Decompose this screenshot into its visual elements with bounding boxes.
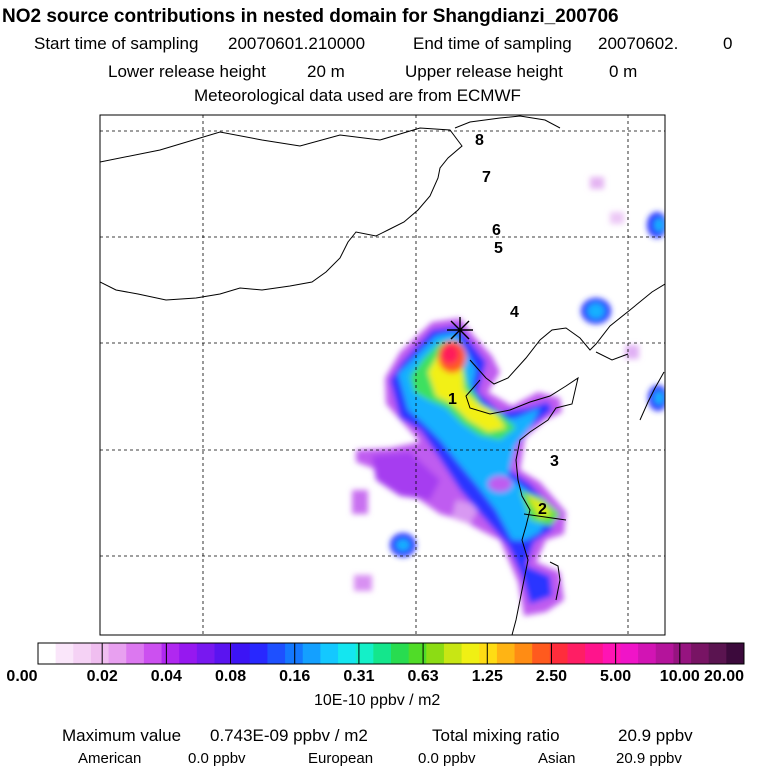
colorbar-cell [373,643,392,664]
end-time-suffix: 0 [723,34,733,53]
colorbar-cell [90,643,110,664]
lower-release-value: 20 m [307,62,345,81]
colorbar-cell [126,643,145,664]
colorbar-cell [691,643,710,664]
map-frame [99,114,666,636]
site-label-3: 3 [550,453,559,470]
upper-release-value: 0 m [609,62,638,81]
colorbar-tick-label: 0.63 [407,668,439,685]
colorbar-cell [196,643,215,664]
american-value: 0.0 ppbv [188,750,246,767]
colorbar-cell [585,643,604,664]
colorbar-tick-label: 0.02 [86,668,118,685]
colorbar-tick-label: 0.00 [6,668,38,685]
colorbar-cell [55,643,74,664]
colorbar-cell [479,643,498,664]
lat-lon-grid [100,115,665,635]
asian-label: Asian [538,750,576,767]
colorbar-cell [161,643,180,664]
site-label-6: 6 [492,222,501,239]
site-label-2: 2 [538,501,547,518]
colorbar-tick-label: 5.00 [600,668,632,685]
lower-release-label: Lower release height [108,62,266,81]
colorbar-units: 10E-10 ppbv / m2 [314,692,441,709]
colorbar-cell [391,643,410,664]
site-label-5: 5 [494,240,503,257]
colorbar-cell [514,643,533,664]
end-time-value: 20070602. [598,34,679,53]
colorbar-cell [655,643,674,664]
site-label-4: 4 [510,304,519,321]
colorbar-cell [549,643,568,664]
colorbar-tick-label: 10.00 [659,668,700,685]
colorbar-tick-label: 2.50 [535,668,568,685]
site-marker-icon [447,317,473,343]
colorbar-cell [355,643,374,664]
colorbar-cell [620,643,639,664]
colorbar-tick-label: 20.00 [703,668,745,685]
colorbar-tick-label: 0.16 [279,668,311,685]
site-label-8: 8 [475,132,484,149]
colorbar-cell [285,643,304,664]
start-time-label: Start time of sampling [34,34,199,53]
site-label-7: 7 [482,169,491,186]
colorbar-cell [73,643,92,664]
colorbar-tick-label: 0.04 [150,668,182,685]
colorbar-cell [320,643,339,664]
colorbar-cell [726,643,745,664]
max-value-label: Maximum value [62,726,182,745]
total-mixing-label: Total mixing ratio [432,726,560,745]
upper-release-label: Upper release height [405,62,563,81]
colorbar-tick-label: 0.08 [214,668,247,685]
asian-value: 20.9 ppbv [616,750,682,767]
chart-title: NO2 source contributions in nested domai… [2,6,619,27]
european-label: European [308,750,374,767]
colorbar-cell [108,643,127,664]
colorbar-cell [338,643,357,664]
colorbar-tick-label: 0.31 [343,668,375,685]
max-value: 0.743E-09 ppbv / m2 [210,726,368,745]
colorbar-cell [496,643,516,664]
american-label: American [78,750,142,767]
colorbar-cell [567,643,586,664]
colorbar-cell [179,643,198,664]
start-time-value: 20070601.210000 [228,34,366,53]
european-value: 0.0 ppbv [418,750,476,767]
colorbar-cell [602,643,621,664]
colorbar-cell [232,643,251,664]
colorbar-cell [249,643,268,664]
colorbar-cell [708,643,727,664]
colorbar-cell [302,643,321,664]
concentration-field [352,177,665,616]
colorbar-cell [532,643,551,664]
colorbar-cell [143,643,163,664]
colorbar-cell [408,643,427,664]
colorbar-cell [426,643,445,664]
colorbar-cell [673,643,692,664]
colorbar-cell [267,643,286,664]
colorbar-cell [461,643,480,664]
end-time-label: End time of sampling [413,34,572,53]
coastline [100,115,665,635]
site-label-1: 1 [448,391,457,408]
total-mixing-value: 20.9 ppbv [618,726,693,745]
colorbar-cell [38,643,57,664]
colorbar-cell [214,643,233,664]
colorbar-cell [443,643,463,664]
colorbar-tick-label: 1.25 [471,668,503,685]
met-data-line: Meteorological data used are from ECMWF [194,86,521,105]
colorbar-cell [638,643,657,664]
